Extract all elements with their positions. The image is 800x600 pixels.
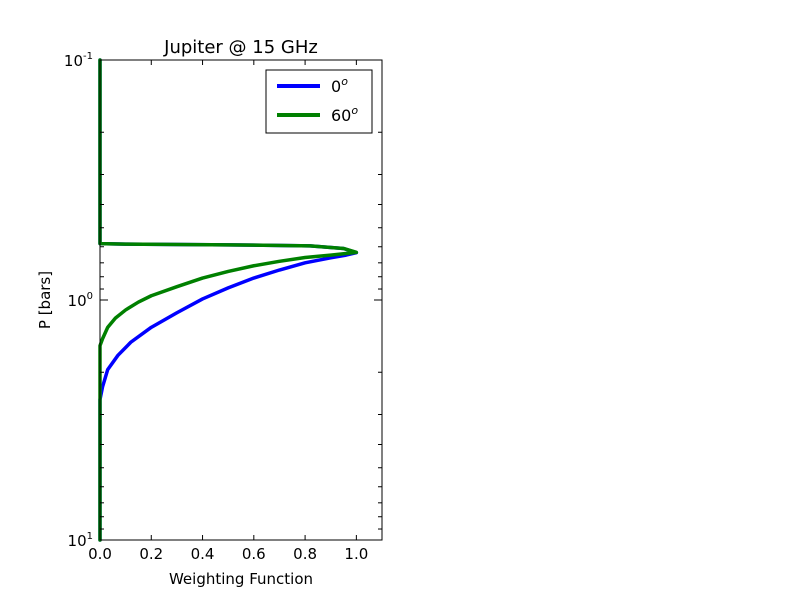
series-line-1: [98, 58, 359, 542]
x-tick-label: 0.6: [242, 545, 266, 563]
chart-title: Jupiter @ 15 GHz: [163, 37, 318, 58]
y-tick-label: 100: [68, 291, 93, 310]
x-tick-label: 1.0: [344, 545, 368, 563]
legend-label-0: 0o: [331, 75, 348, 96]
legend-box: [265, 69, 373, 134]
y-axis-label: P [bars]: [36, 271, 54, 329]
legend-label-1: 60o: [331, 104, 358, 125]
x-tick-label: 0.8: [293, 545, 317, 563]
plot-frame: [99, 59, 383, 541]
ticks-layer: 0.0 0.2 0.4 0.6 0.8 1.0 10-1 100 101: [64, 51, 382, 563]
series-layer: [98, 58, 359, 542]
x-tick-label: 0.4: [191, 545, 215, 563]
y-tick-label: 101: [68, 531, 93, 550]
x-tick-label: 0.2: [139, 545, 163, 563]
x-axis-label: Weighting Function: [169, 570, 313, 588]
y-tick-label: 10-1: [64, 51, 93, 70]
x-tick-label: 0.0: [88, 545, 112, 563]
